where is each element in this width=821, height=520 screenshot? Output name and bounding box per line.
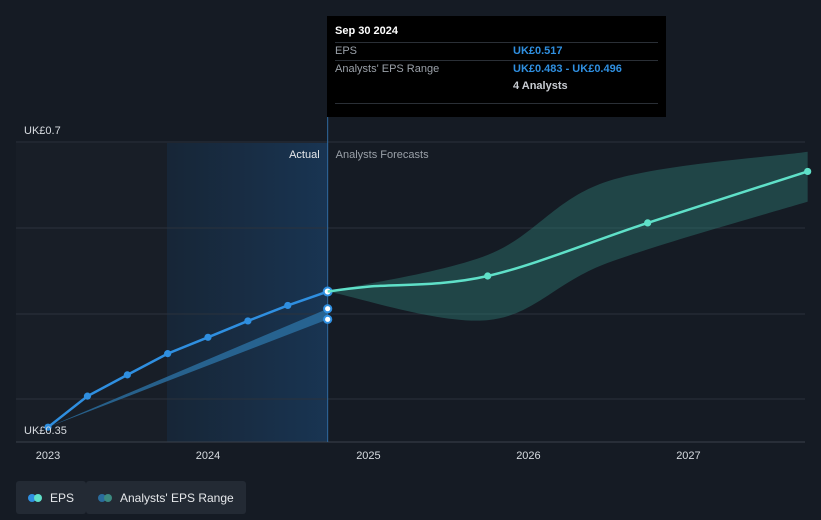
- legend-eps-icon: [28, 493, 42, 502]
- series-point-forecast-3: [644, 219, 652, 227]
- actual-region: [167, 143, 328, 442]
- series-point-eps-1: [83, 392, 92, 400]
- x-tick-2024: 2024: [196, 450, 220, 462]
- tooltip-panel: Sep 30 2024 EPS UK£0.517 Analysts' EPS R…: [327, 16, 666, 117]
- legend-eps-dot-2: [34, 493, 42, 502]
- range-high-point: [323, 304, 333, 314]
- legend-eps-label: EPS: [50, 490, 75, 505]
- x-tick-2025: 2025: [356, 450, 380, 462]
- series-point-eps-0: [44, 423, 52, 431]
- series-point-forecast-2: [484, 272, 492, 280]
- x-tick-2027: 2027: [676, 450, 700, 462]
- series-point-eps-6: [284, 301, 292, 310]
- tooltip-eps-label: EPS: [335, 45, 358, 57]
- x-tick-2026: 2026: [516, 450, 540, 462]
- legend-range-icon: [98, 493, 112, 502]
- tooltip-analysts: 4 Analysts: [513, 80, 568, 92]
- legend-range-label: Analysts' EPS Range: [120, 490, 234, 505]
- tooltip-date: Sep 30 2024: [335, 25, 398, 37]
- forecast-range-band: [327, 151, 808, 321]
- tooltip-range-value: UK£0.483 - UK£0.496: [513, 63, 622, 75]
- label-actual: Actual: [289, 149, 320, 161]
- series-line-forecast: [327, 170, 809, 293]
- series-point-eps-5: [244, 317, 252, 325]
- series-point-forecast-4: [804, 167, 812, 176]
- series-line-eps: [47, 290, 329, 429]
- range-low-point: [323, 314, 333, 324]
- legend-range-dot-2: [104, 493, 112, 502]
- actual-range-band: [48, 308, 328, 428]
- series-point-eps-2: [123, 371, 131, 379]
- tooltip-eps-value: UK£0.517: [513, 45, 563, 57]
- series-point-eps-4: [204, 333, 212, 341]
- x-tick-2023: 2023: [36, 450, 60, 462]
- legend-eps[interactable]: EPS: [16, 481, 87, 514]
- label-analysts-forecasts: Analysts Forecasts: [336, 149, 429, 161]
- legend-eps-dot-1: [28, 493, 36, 502]
- legend-range-dot-1: [98, 493, 106, 502]
- y-axis-top-label: UK£0.7: [24, 125, 61, 137]
- series-point-eps-3: [164, 350, 172, 358]
- legend-range[interactable]: Analysts' EPS Range: [86, 481, 246, 514]
- y-axis-bottom-label: UK£0.35: [24, 425, 67, 437]
- past-region: [16, 143, 167, 442]
- tooltip-range-label: Analysts' EPS Range: [335, 63, 440, 75]
